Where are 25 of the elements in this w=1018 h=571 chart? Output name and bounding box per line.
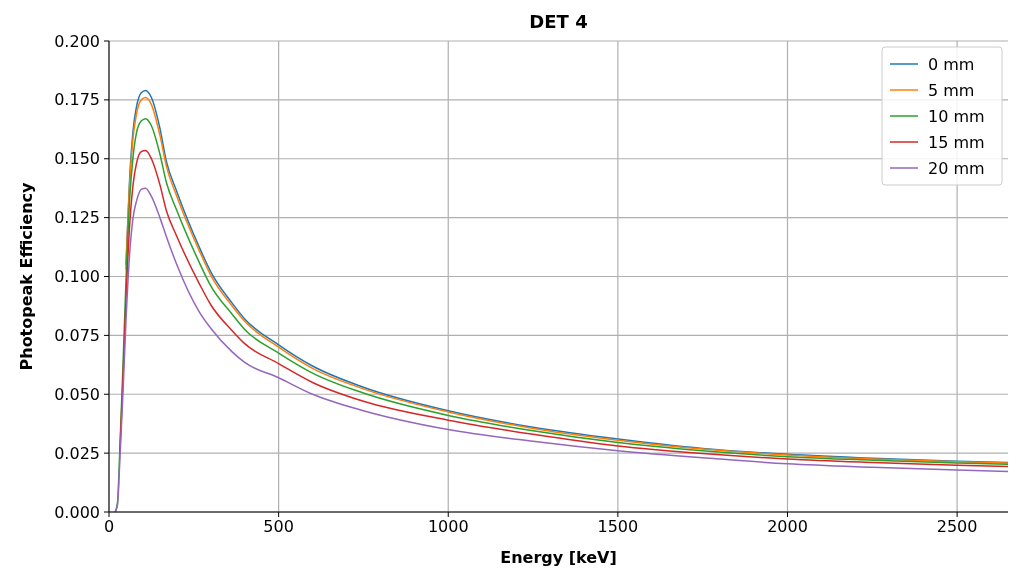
chart-title: DET 4 [529,11,588,32]
x-tick-label: 2000 [767,517,808,536]
x-tick-label: 500 [263,517,294,536]
y-tick-label: 0.125 [54,208,100,228]
line-series [119,149,1009,468]
y-tick-label: 0.000 [54,502,100,522]
legend-label: 0 mm [928,54,975,74]
legend-label: 20 mm [928,158,985,178]
x-tick-label: 2500 [936,517,978,536]
x-axis-title: Energy [keV] [500,548,617,567]
y-tick-label: 0.100 [54,267,100,287]
x-tick-label: 1000 [427,517,469,536]
y-axis-title: Photopeak Efficiency [17,181,36,371]
y-tick-label: 0.175 [54,90,100,110]
y-tick-label: 0.050 [54,384,100,404]
y-tick-label: 0.200 [54,31,100,51]
y-tick-label: 0.150 [54,149,100,169]
y-tick-label: 0.025 [54,443,100,463]
legend-label: 10 mm [928,106,985,126]
line-series [114,187,1009,513]
x-tick-label: 1500 [597,517,639,536]
legend-label: 15 mm [928,132,985,152]
y-tick-label: 0.075 [54,325,100,345]
x-tick-label: 0 [103,517,115,536]
legend-label: 5 mm [928,80,975,100]
